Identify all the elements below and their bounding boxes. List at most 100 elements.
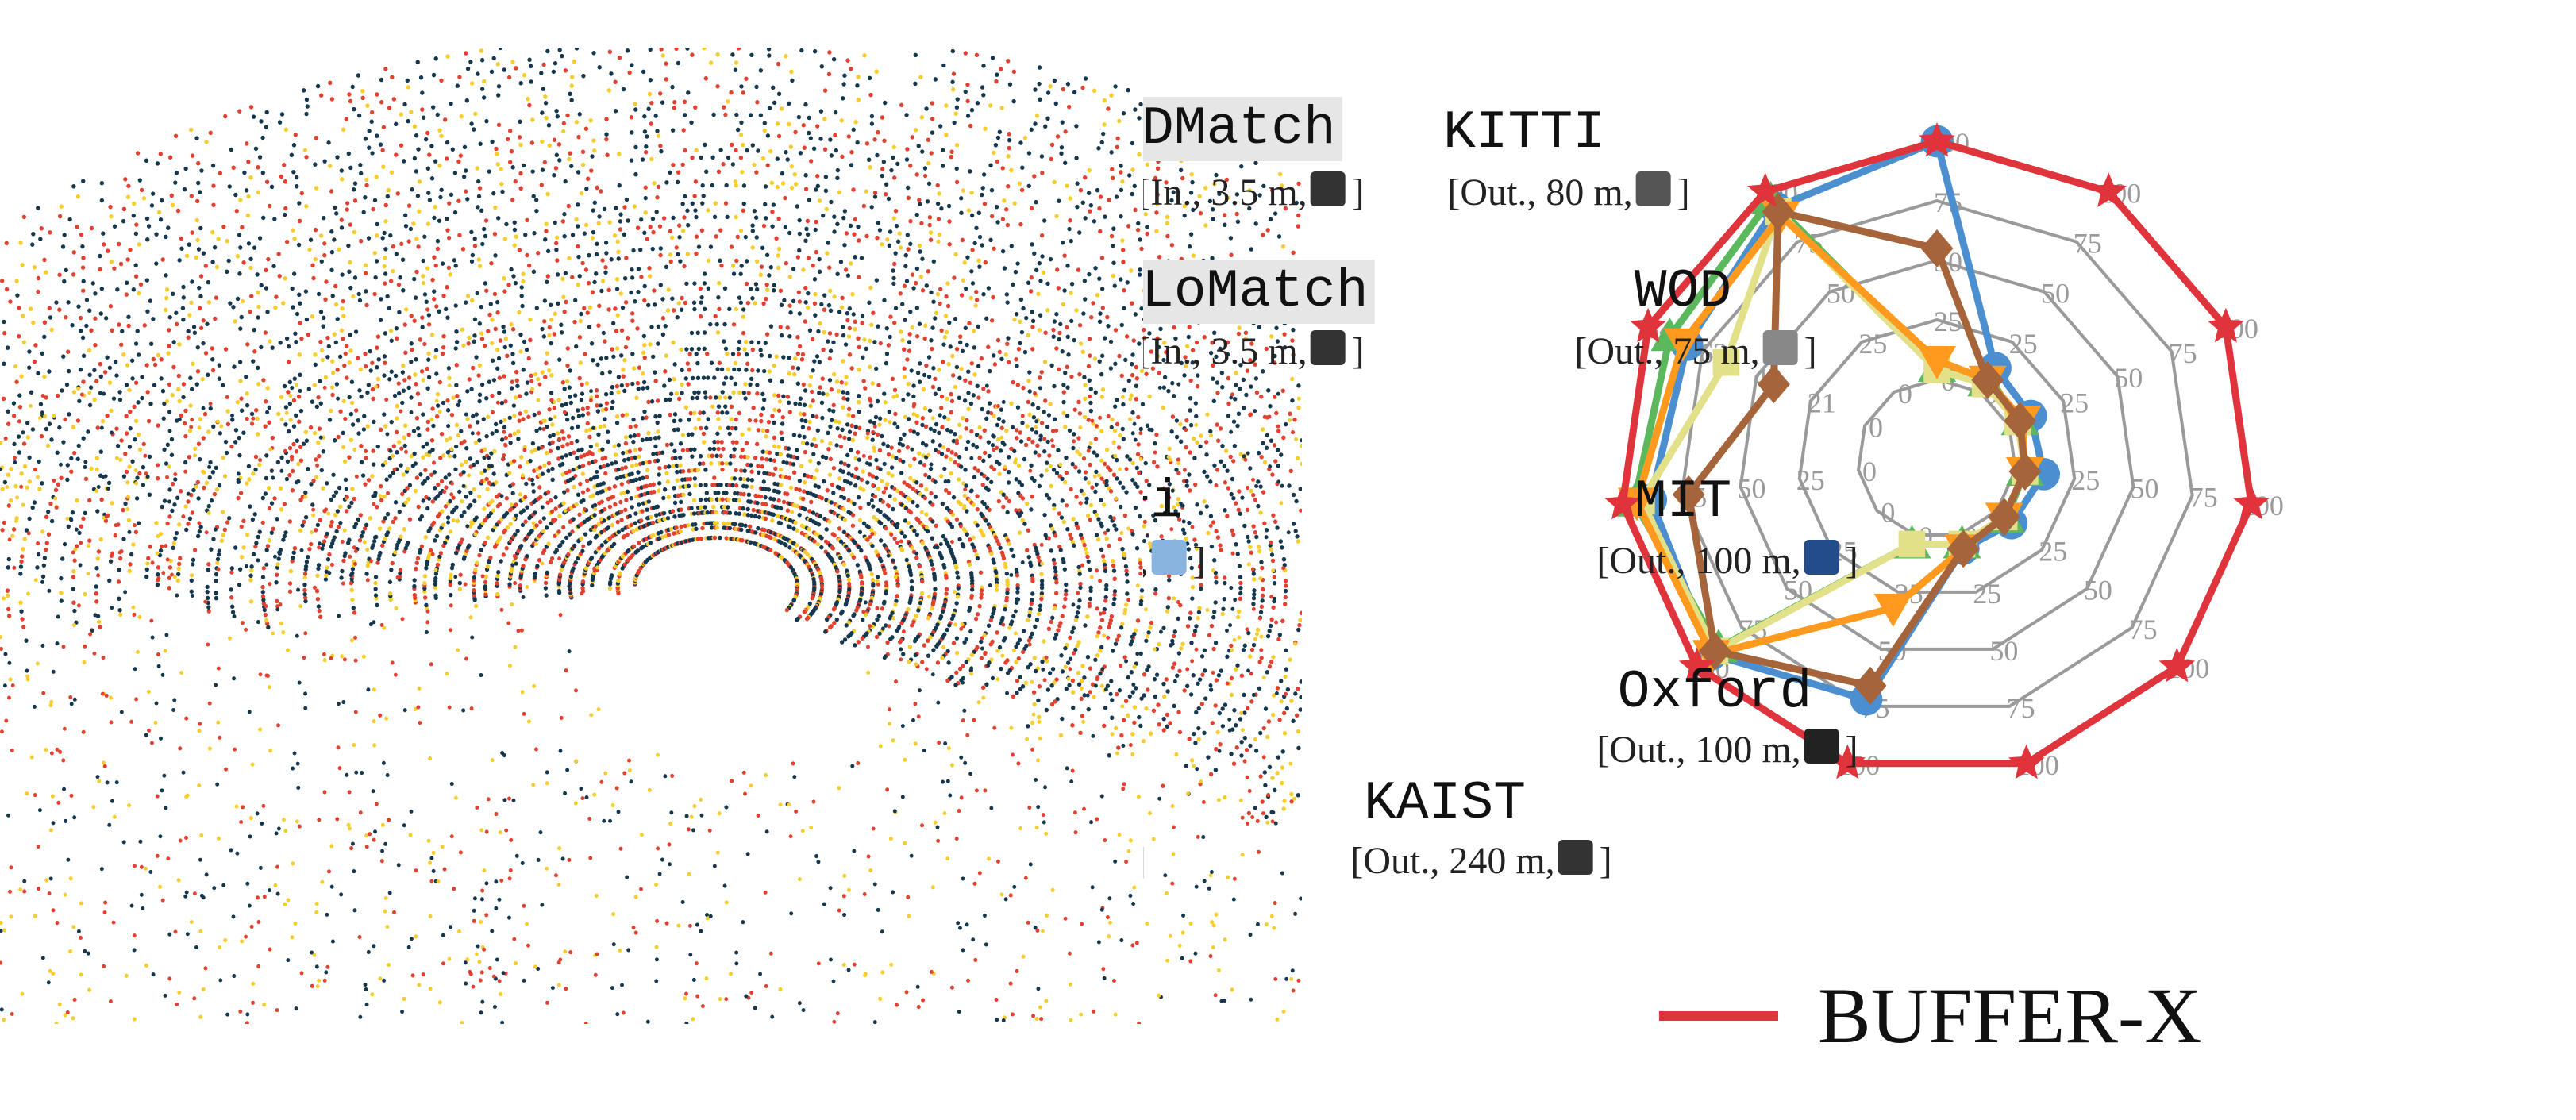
tick-label: 21 <box>1808 387 1836 418</box>
data-point <box>1630 307 1666 343</box>
axis-name: MIT <box>1635 471 1731 533</box>
axis-name: Oxford <box>1618 662 1812 723</box>
data-point <box>2090 172 2127 207</box>
axis-name-highlight <box>1143 260 1375 324</box>
tick-label: 0 <box>1869 411 1883 443</box>
tick-label: 25 <box>2060 387 2089 418</box>
axis-info: [Out., 100 m, <box>1596 540 1800 582</box>
tick-label: 50 <box>2041 278 2070 310</box>
tick-label: 25 <box>2071 464 2100 496</box>
tick-label: 75 <box>2007 692 2035 724</box>
data-point <box>1898 530 1926 558</box>
tick-label: 0 <box>1862 456 1877 487</box>
axis-name: KITTI <box>1443 102 1605 164</box>
axis-name: WOD <box>1635 261 1731 322</box>
data-point <box>1946 529 1980 568</box>
data-point <box>1988 498 2021 537</box>
data-point <box>1854 666 1887 705</box>
data-point <box>1663 328 1702 362</box>
grid-ring <box>1680 198 2194 708</box>
sensor-icon <box>1310 171 1346 206</box>
axis-info-end: ] <box>1352 330 1365 372</box>
axis-info: [Out., 75 m, <box>1574 330 1759 372</box>
tick-label: 75 <box>2074 228 2102 260</box>
data-point <box>1678 647 1715 683</box>
axis-info: [In., 3.5 m, <box>1143 540 1149 582</box>
axis-label-oxford: Oxford [Out., 100 m, ] <box>1596 662 1858 771</box>
axis-info: [Out., 240 m, <box>1350 840 1554 882</box>
tick-label: 75 <box>2129 614 2158 645</box>
tick-label: 50 <box>2084 575 2112 606</box>
radar-chart: 0000000000025252525252525252521255050505… <box>1143 97 2284 882</box>
legend: BUFFER-X <box>1659 972 2201 1060</box>
data-point <box>1712 348 1740 376</box>
axis-label-scannet-i: ScanNet++i [In., 3.5 m, ] <box>1143 471 1206 582</box>
point-cloud-points <box>0 48 1302 1024</box>
data-point <box>2008 452 2042 491</box>
point-cloud-image <box>0 48 1302 1024</box>
sensor-icon <box>1762 330 1798 365</box>
axis-label-tiers: TIERS[In., 110 m, ] <box>1143 840 1146 882</box>
sensor-icon <box>1804 729 1839 764</box>
data-point <box>2158 647 2196 683</box>
tick-label: 50 <box>2130 473 2158 505</box>
tick-label: 50 <box>2114 362 2143 394</box>
data-point <box>1873 594 1912 628</box>
axis-label-3dlomatch: 3DLoMatch [In., 3.5 m, ] <box>1143 260 1375 372</box>
sensor-icon <box>1635 171 1671 206</box>
sensor-icon <box>1558 840 1593 875</box>
tick-label: 25 <box>2039 536 2067 568</box>
sensor-icon <box>1804 540 1839 575</box>
axis-info-end: ] <box>1846 729 1858 771</box>
axis-name: 3DMatch <box>1143 98 1336 160</box>
data-point <box>2004 402 2037 441</box>
series-line <box>1619 137 2255 768</box>
axis-info-end: ] <box>1600 840 1612 882</box>
axis-info-end: ] <box>1846 540 1858 582</box>
legend-line-buffer-x <box>1659 1011 1778 1021</box>
axis-label-kitti: KITTI [Out., 80 m, ] <box>1443 102 1690 214</box>
tick-label: 0 <box>1898 378 1912 410</box>
tick-label: 75 <box>2169 337 2197 369</box>
axis-info-end: ] <box>1677 171 1690 214</box>
data-point <box>2233 484 2270 520</box>
series-buffer-x <box>1604 122 2270 779</box>
axis-info: [In., 3.5 m, <box>1143 330 1307 372</box>
axis-name: 3DLoMatch <box>1143 261 1369 322</box>
grid-ring <box>1856 377 2018 537</box>
axis-info-end: ] <box>1352 171 1365 214</box>
sensor-icon <box>1310 330 1346 365</box>
tick-label: 50 <box>1989 635 2018 667</box>
data-point <box>2208 307 2244 343</box>
axis-info: [Out., 100 m, <box>1596 729 1800 771</box>
tick-label: 25 <box>1858 328 1887 360</box>
tick-label: 75 <box>2189 481 2218 513</box>
axis-label-kaist: KAIST [Out., 240 m, ] <box>1350 773 1611 882</box>
data-point <box>1746 172 1784 207</box>
axis-info: [Out., 80 m, <box>1447 171 1632 214</box>
data-point <box>1829 744 1866 779</box>
axis-label-mit: MIT [Out., 100 m, ] <box>1596 471 1858 582</box>
data-point <box>1971 360 2004 399</box>
data-point <box>1919 122 1955 157</box>
tick-label: 0 <box>1881 496 1895 528</box>
tick-label: 25 <box>2009 328 2038 360</box>
data-point <box>2008 744 2045 779</box>
data-point <box>1920 229 1954 267</box>
axis-info-end: ] <box>1193 540 1206 582</box>
sensor-icon <box>1151 540 1187 575</box>
axis-labels: ETH[Out., 30 m, ]KITTI[Out., 80 m, ]WOD[… <box>1143 97 1858 882</box>
axis-label-3dmatch: 3DMatch [In., 3.5 m, ] <box>1143 97 1365 214</box>
data-point <box>1604 484 1641 520</box>
legend-label: BUFFER-X <box>1818 972 2202 1060</box>
axis-name-highlight <box>1143 97 1342 161</box>
axis-info-end: ] <box>1804 330 1817 372</box>
tick-label: 25 <box>1973 578 2001 610</box>
tick-label: 25 <box>1796 464 1825 496</box>
axis-label-wod: WOD [Out., 75 m, ] <box>1574 261 1816 372</box>
axis-name: ScanNet++i <box>1143 471 1183 533</box>
axis-info-end: ] <box>1143 840 1146 882</box>
tick-label: 50 <box>1738 473 1766 505</box>
axis-name: KAIST <box>1364 773 1526 834</box>
data-point <box>1918 346 1956 379</box>
